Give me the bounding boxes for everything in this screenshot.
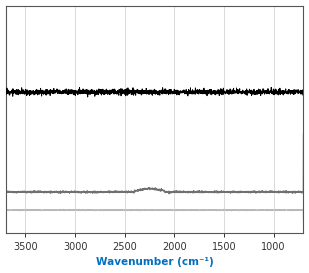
X-axis label: Wavenumber (cm⁻¹): Wavenumber (cm⁻¹): [95, 257, 214, 268]
